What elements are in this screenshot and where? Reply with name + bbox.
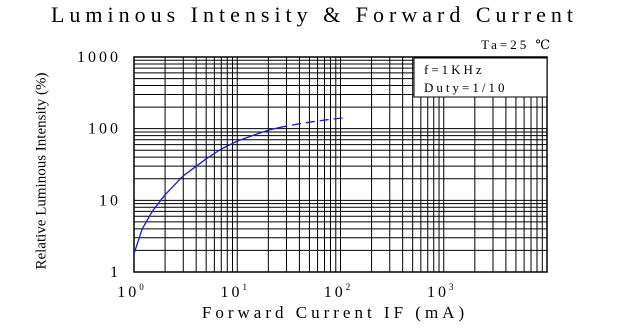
x-axis-label: Forward Current IF (mA): [201, 303, 469, 322]
y-tick-label: 10: [99, 192, 121, 209]
x-tick-label: 100: [117, 282, 147, 301]
x-tick-label: 103: [427, 282, 457, 301]
series-layer: [133, 117, 345, 254]
y-tick-label: 1: [110, 264, 121, 281]
chart-title: Luminous Intensity & Forward Current: [50, 2, 579, 27]
plot-frame: [133, 56, 548, 273]
series-line-dashed: [278, 117, 345, 129]
condition-temperature: Ta=25 ℃: [481, 37, 553, 52]
series-line-solid: [133, 127, 279, 254]
x-tick-label: 102: [324, 282, 354, 301]
condition-frequency: f=1KHz: [424, 62, 485, 77]
x-tick-label: 101: [221, 282, 251, 301]
y-tick-label: 100: [88, 121, 121, 138]
tick-label-layer: 100 101 102 103 1 10 100 1000: [77, 49, 457, 301]
y-tick-label: 1000: [77, 49, 121, 66]
conditions-box-layer: f=1KHz Duty=1/10: [413, 57, 548, 98]
conditions-box: [413, 57, 548, 98]
condition-duty: Duty=1/10: [424, 80, 507, 95]
